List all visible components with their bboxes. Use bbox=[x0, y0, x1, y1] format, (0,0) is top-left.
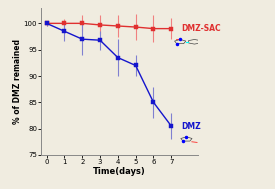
X-axis label: Time(days): Time(days) bbox=[93, 167, 146, 176]
Text: DMZ-SAC: DMZ-SAC bbox=[181, 24, 221, 33]
Y-axis label: % of DMZ remained: % of DMZ remained bbox=[13, 39, 22, 124]
Text: DMZ: DMZ bbox=[181, 122, 201, 131]
